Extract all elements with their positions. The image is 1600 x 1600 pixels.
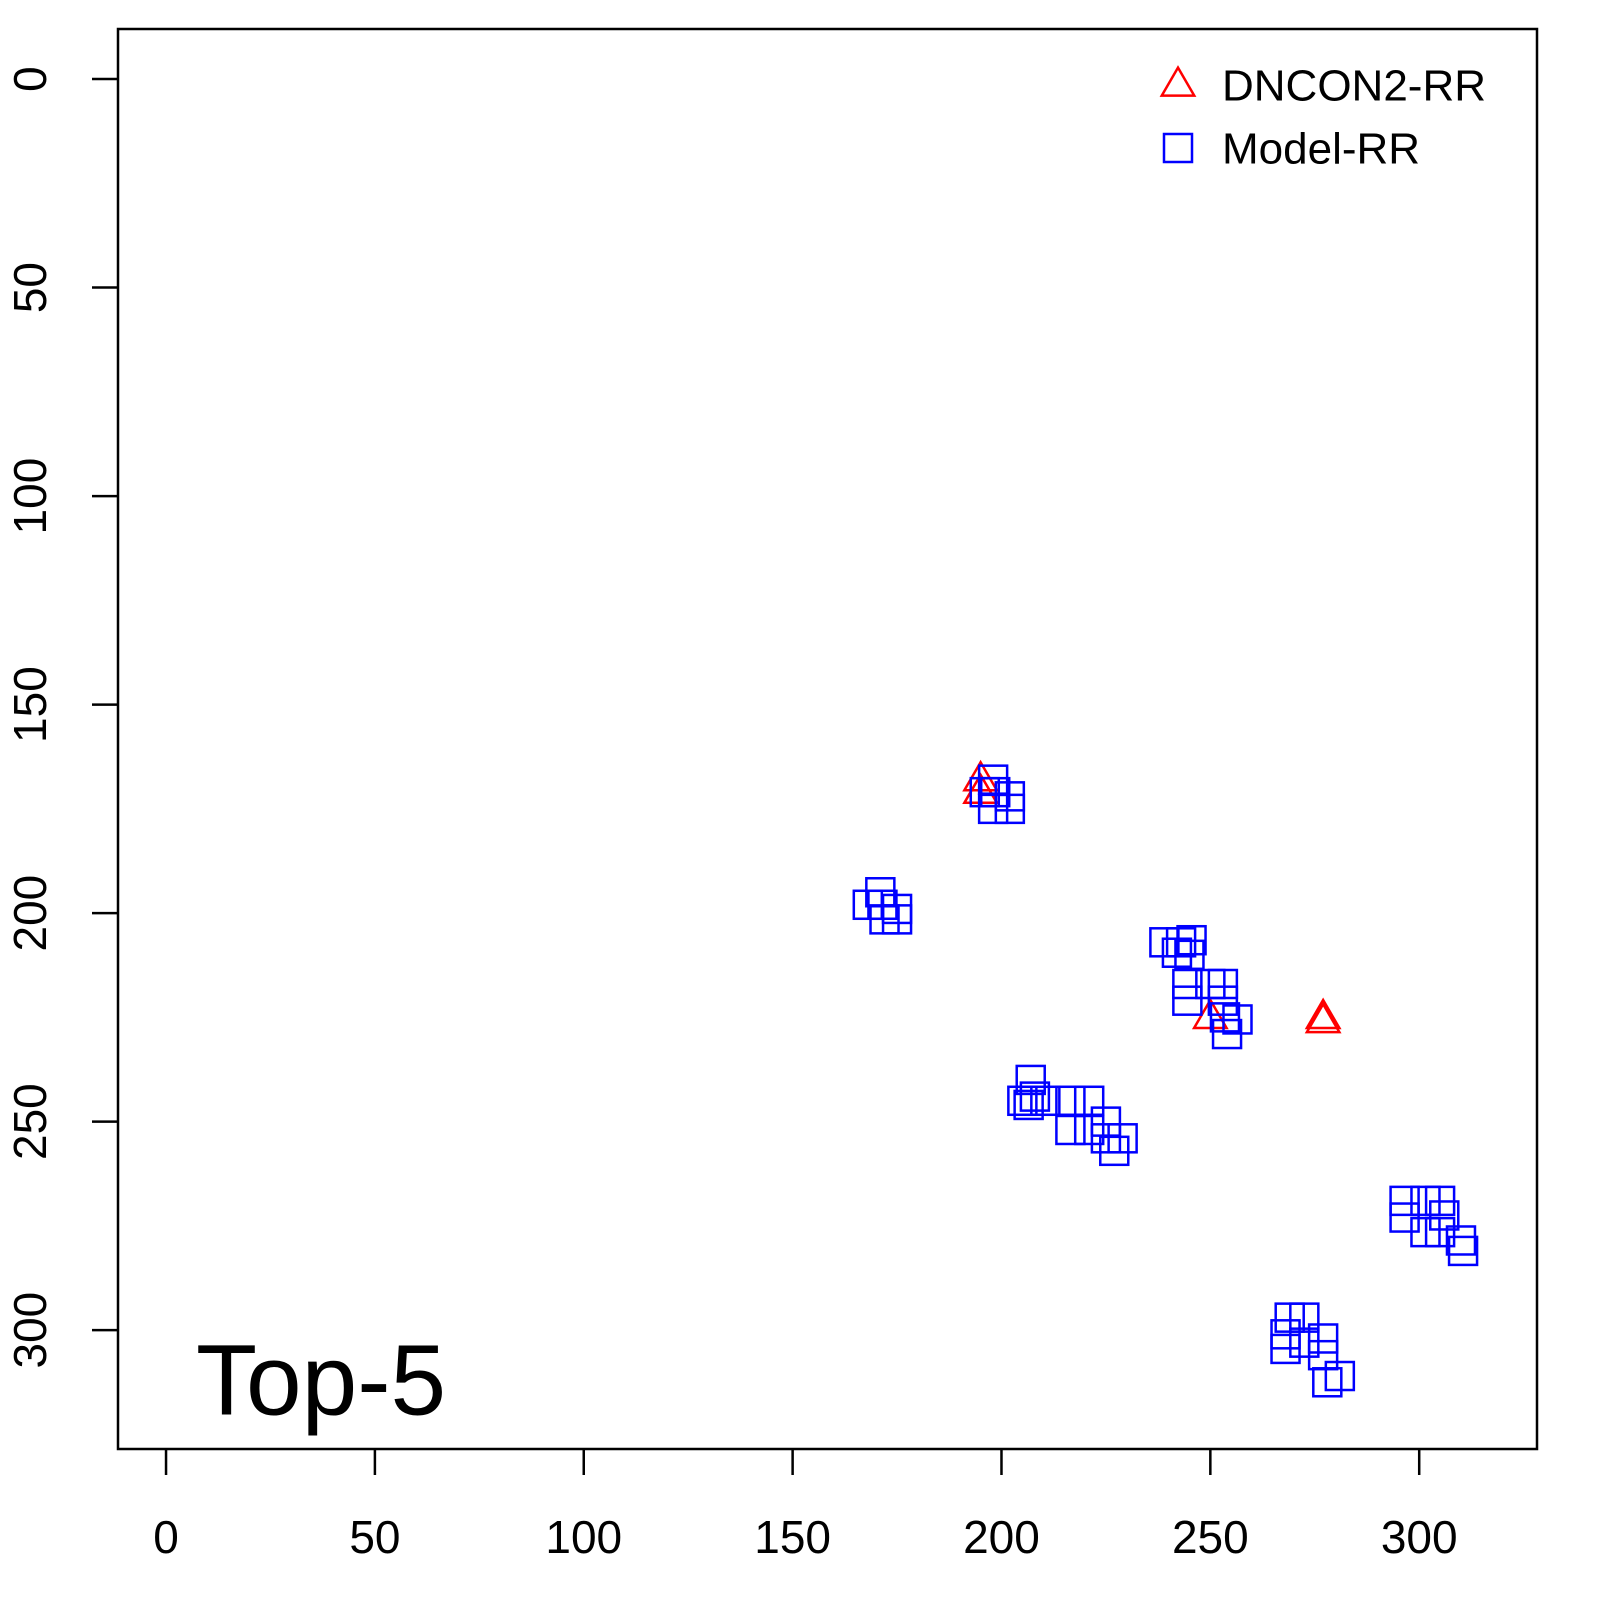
point xyxy=(1161,937,1193,968)
y-tick-label: 300 xyxy=(4,1292,56,1369)
point xyxy=(1149,927,1180,958)
x-tick-label: 150 xyxy=(754,1511,831,1563)
point xyxy=(1324,1360,1356,1392)
point xyxy=(1055,1114,1086,1146)
point xyxy=(1007,1085,1038,1117)
x-tick-label: 50 xyxy=(349,1511,400,1563)
y-tick-label: 250 xyxy=(4,1083,56,1160)
point xyxy=(1424,1216,1456,1248)
point xyxy=(1013,1089,1044,1121)
point xyxy=(1055,1085,1086,1117)
point xyxy=(1270,1333,1301,1365)
point xyxy=(994,793,1026,825)
point xyxy=(1447,1235,1479,1267)
point xyxy=(1207,968,1239,1000)
point xyxy=(1019,1081,1051,1112)
point xyxy=(1172,968,1203,1000)
point xyxy=(1090,1123,1122,1154)
annotation: Top-5 xyxy=(196,1324,446,1436)
point xyxy=(1107,1123,1138,1154)
x-tick-label: 200 xyxy=(963,1511,1040,1563)
point xyxy=(1445,1225,1477,1256)
point xyxy=(1030,1085,1061,1117)
y-tick-label: 0 xyxy=(4,66,56,92)
point xyxy=(1304,1001,1342,1034)
plot-frame xyxy=(116,27,1539,1451)
point xyxy=(1209,1002,1241,1033)
point xyxy=(1389,1185,1420,1217)
legend-marker xyxy=(1162,132,1194,164)
point xyxy=(865,877,896,908)
point xyxy=(1289,1327,1320,1358)
point xyxy=(1307,1323,1339,1354)
point xyxy=(1073,1085,1105,1117)
point xyxy=(1172,985,1203,1016)
point xyxy=(977,793,1009,825)
point xyxy=(1429,1200,1460,1231)
point xyxy=(881,904,913,935)
point xyxy=(1165,927,1197,958)
x-tick-label: 100 xyxy=(545,1511,622,1563)
point xyxy=(1304,997,1342,1030)
y-tick-label: 150 xyxy=(4,666,56,743)
x-tick-label: 300 xyxy=(1381,1511,1458,1563)
y-tick-label: 200 xyxy=(4,875,56,952)
x-tick-label: 0 xyxy=(153,1511,179,1563)
legend-label: DNCON2-RR xyxy=(1222,62,1486,111)
y-tick-label: 50 xyxy=(4,262,56,313)
y-tick-label: 100 xyxy=(4,458,56,535)
legend-marker xyxy=(1159,65,1197,97)
point xyxy=(1289,1302,1320,1333)
point xyxy=(1099,1135,1130,1167)
point xyxy=(1307,1339,1339,1371)
point xyxy=(1073,1114,1105,1146)
point xyxy=(1312,1367,1343,1398)
point xyxy=(1211,1018,1243,1050)
x-tick-label: 250 xyxy=(1172,1511,1249,1563)
point xyxy=(1090,1106,1122,1137)
legend-label: Model-RR xyxy=(1222,125,1420,174)
